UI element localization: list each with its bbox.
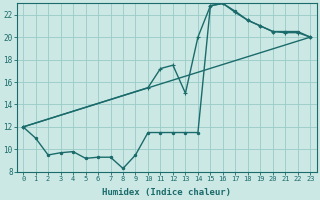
X-axis label: Humidex (Indice chaleur): Humidex (Indice chaleur): [102, 188, 231, 197]
